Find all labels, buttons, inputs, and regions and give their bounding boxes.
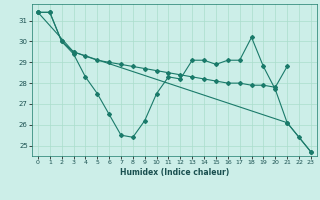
X-axis label: Humidex (Indice chaleur): Humidex (Indice chaleur) <box>120 168 229 177</box>
